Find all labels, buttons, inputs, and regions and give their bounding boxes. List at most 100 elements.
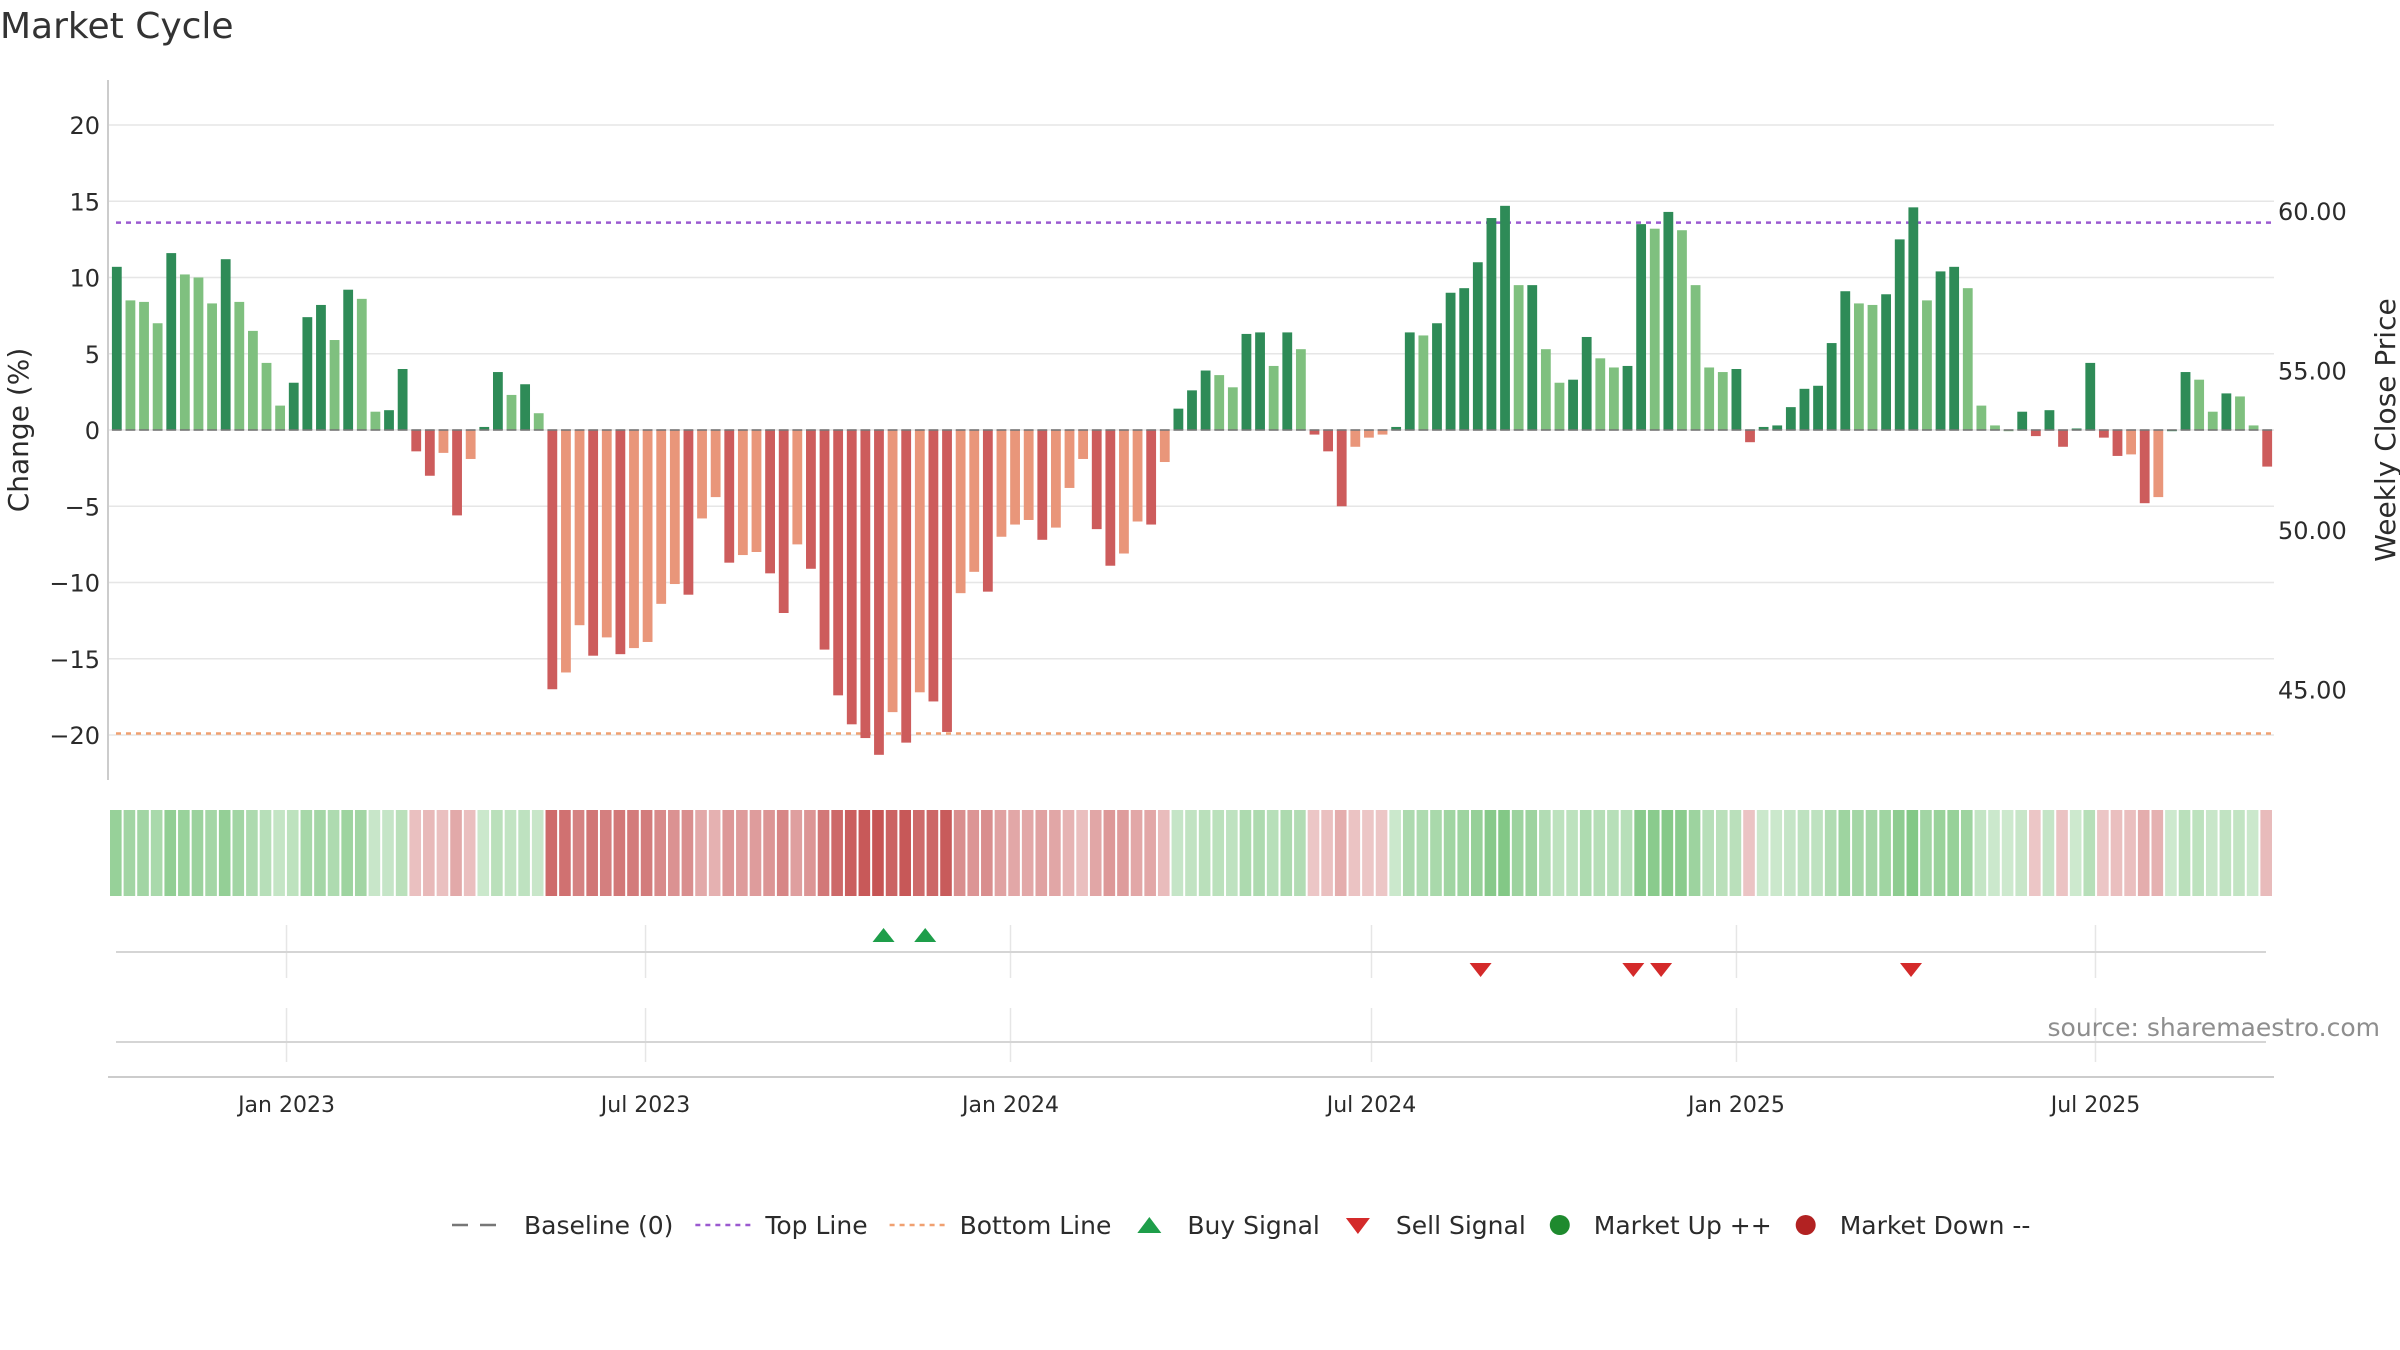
heat-cell [382,810,394,896]
change-bar [2194,379,2205,430]
heat-cell [450,810,462,896]
heat-cell [1239,810,1252,896]
change-bar [125,300,136,431]
change-bars [111,205,2273,755]
change-bar [1064,430,1075,488]
change-bar [1227,387,1238,430]
change-bar [1581,336,1592,430]
heat-cell [1035,810,1048,896]
heat-cell [1947,810,1959,896]
change-bar [914,430,925,693]
change-bar [370,411,381,430]
heat-cell [736,810,748,896]
change-bar [2207,411,2218,430]
change-bar [1486,218,1497,430]
heat-cell [2097,810,2109,896]
change-bar [1881,294,1892,430]
change-bar [1949,266,1960,430]
heat-cell [940,810,952,896]
y2-tick-label: 55.00 [2278,358,2347,386]
change-bar [1350,430,1361,447]
change-bar [1649,228,1660,430]
change-bar [601,430,612,638]
heat-cell [2260,810,2272,896]
heat-cell [613,810,626,896]
heat-cell [2151,810,2164,896]
heat-cell [436,810,449,896]
x-tick-label: Jul 2024 [1325,1093,1417,1118]
change-bar [2058,430,2068,447]
change-bar [179,274,190,430]
heat-cell [790,810,803,896]
change-bar [1609,367,1619,430]
change-bar [1663,211,1674,430]
heat-cell [286,810,299,896]
change-bar [1785,407,1796,431]
change-bar [384,410,394,430]
heat-cell [232,810,245,896]
buy-signal-marker [914,928,937,942]
legend-swatch-market-down [1795,1215,1816,1235]
change-bar [1404,332,1415,430]
change-bar [1690,285,1701,431]
heat-cell [1130,810,1143,896]
change-bar [1268,365,1279,430]
change-bar [1990,425,2000,431]
y-tick-label: 20 [69,112,100,140]
heat-cell [300,810,313,896]
change-bar [669,430,680,585]
change-bar [1853,303,1864,430]
change-bar [2221,393,2232,430]
heat-cell [2219,810,2232,896]
change-bar [248,330,258,431]
change-bar [2030,430,2041,437]
heat-cell [1362,810,1374,896]
heat-cell [2165,810,2177,896]
change-bar [683,430,694,595]
heat-cell [463,810,476,896]
change-bar [2235,396,2245,430]
change-bar [411,430,422,452]
heat-cell [1307,810,1320,896]
heat-cell [2246,810,2259,896]
y-tick-label: −10 [49,570,100,598]
change-bar [302,317,313,430]
heat-cell [926,810,939,896]
heat-cell [1552,810,1565,896]
legend-swatch-buy [1137,1217,1162,1233]
change-bar [1418,335,1429,430]
heat-cell [1117,810,1129,896]
legend-swatch-sell [1345,1218,1370,1234]
heat-cell [1634,810,1646,896]
signal-panel [116,928,2266,1043]
heat-cell [1375,810,1388,896]
heat-cell [1089,810,1102,896]
change-bar [1677,230,1687,430]
heat-cell [1688,810,1701,896]
heat-cell [205,810,217,896]
change-bar [397,369,408,430]
y-tick-label: −5 [65,493,100,521]
change-bar [1132,430,1143,522]
heat-cell [1185,810,1197,896]
y2-tick-label: 60.00 [2278,198,2347,226]
change-bar [1962,288,1973,430]
heat-cell [708,810,721,896]
heat-cell [763,810,775,896]
legend-label: Sell Signal [1396,1211,1526,1240]
heat-cell [627,810,639,896]
change-bar [901,430,912,743]
heat-cell [654,810,667,896]
heat-cell [994,810,1007,896]
heat-cell [1457,810,1470,896]
change-bar [751,430,762,552]
change-bar [697,430,707,519]
heat-cell [1008,810,1020,896]
heat-cell [1892,810,1905,896]
change-bar [1554,382,1565,430]
change-bar [2112,430,2123,456]
y-tick-label: 15 [69,188,100,216]
heat-cell [2069,810,2082,896]
y-tick-label: 0 [85,417,100,445]
